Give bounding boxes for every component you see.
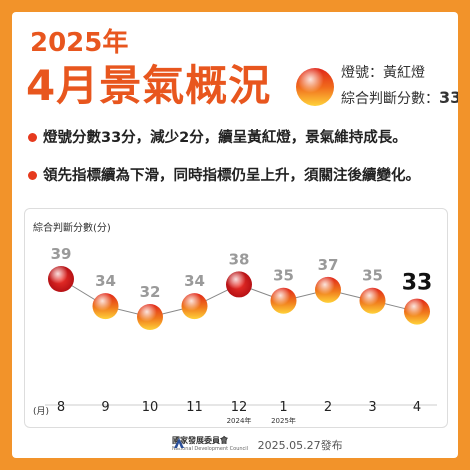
footer: 國家發展委員會 National Development Council 2025… (172, 436, 343, 456)
light-label: 燈號： (341, 65, 383, 81)
data-point-shine (137, 304, 163, 330)
x-tick-label-10: 10 (142, 400, 159, 415)
data-label-2: 37 (318, 256, 339, 274)
publish-date: 2025.05.27發布 (257, 439, 343, 452)
x-tick-label-9: 9 (101, 400, 109, 415)
x-tick-label-3: 3 (368, 400, 376, 415)
data-point-shine (315, 276, 341, 303)
year-marker-label: 2024年 (227, 416, 252, 425)
data-label-12: 38 (229, 250, 250, 268)
bullet-dot-icon (28, 132, 37, 142)
data-label-3: 35 (362, 267, 383, 285)
info-card: 2025年 4月景氣概況 燈號：黃紅燈 綜合判斷分數：33 燈號分數33分，減少… (12, 12, 458, 458)
data-point-shine (359, 287, 386, 314)
x-tick-label-1: 1 (279, 400, 287, 415)
data-point-shine (226, 271, 252, 298)
data-label-4: 33 (402, 271, 433, 296)
y-axis-label: 綜合判斷分數(分) (33, 221, 111, 234)
x-tick-label-2: 2 (324, 400, 332, 415)
score-chart-panel: 綜合判斷分數(分) (月) 39 8 34 9 32 10 34 11 38 12 35 1 37 2 35… (24, 208, 448, 428)
data-label-10: 32 (140, 283, 161, 301)
bullet-text: 燈號分數33分，減少2分，續呈黃紅燈，景氣維持成長。 (43, 130, 407, 146)
data-label-8: 39 (51, 245, 72, 263)
data-point-shine (92, 293, 119, 320)
data-point-shine (404, 298, 430, 325)
data-label-1: 35 (273, 267, 294, 285)
x-axis-label: (月) (33, 406, 49, 417)
bullet-dot-icon (28, 170, 37, 180)
ndc-logo-icon (174, 438, 184, 448)
data-point-shine (270, 287, 297, 314)
score-chart: 綜合判斷分數(分) (月) 39834932103411381235137235… (33, 221, 437, 425)
bullet-item: 燈號分數33分，減少2分，續呈黃紅燈，景氣維持成長。 (28, 126, 407, 147)
year-marker-label: 2025年 (271, 416, 296, 425)
x-tick-label-4: 4 (413, 400, 421, 415)
x-tick-label-11: 11 (186, 400, 203, 415)
data-label-9: 34 (95, 272, 116, 290)
score-value: 33 (439, 88, 458, 107)
year-label: 2025年 (30, 28, 129, 58)
x-tick-label-12: 12 (231, 400, 248, 415)
light-status: 燈號：黃紅燈 (341, 62, 425, 82)
org-name: 國家發展委員會 National Development Council (172, 436, 249, 452)
data-point-shine (48, 266, 74, 292)
bullet-text: 領先指標續為下滑，同時指標仍呈上升，須關注後續變化。 (43, 168, 420, 184)
score-status: 綜合判斷分數：33 (341, 88, 458, 108)
light-value: 黃紅燈 (383, 65, 425, 81)
x-tick-label-8: 8 (57, 400, 65, 415)
score-label: 綜合判斷分數： (341, 91, 439, 107)
bullet-item: 領先指標續為下滑，同時指標仍呈上升，須關注後續變化。 (28, 164, 420, 185)
data-point-shine (181, 293, 208, 320)
yellow-red-light-icon (296, 68, 334, 106)
data-label-11: 34 (184, 272, 205, 290)
page-title: 4月景氣概況 (26, 61, 272, 110)
